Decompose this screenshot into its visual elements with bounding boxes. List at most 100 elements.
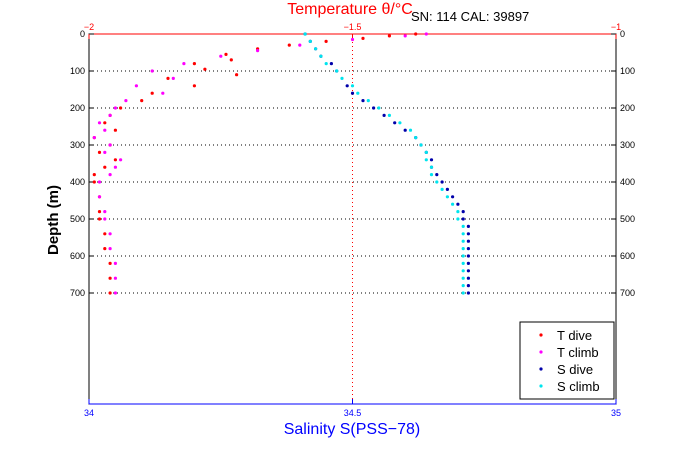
- data-point: [466, 224, 470, 228]
- legend-label: S climb: [557, 379, 600, 394]
- legend-label: T dive: [557, 328, 592, 343]
- data-point: [393, 121, 397, 125]
- data-point: [192, 62, 196, 66]
- data-point: [298, 43, 302, 47]
- data-point: [461, 261, 465, 265]
- data-point: [461, 217, 465, 221]
- data-point: [219, 54, 223, 58]
- data-point: [113, 165, 117, 169]
- data-point: [113, 261, 117, 265]
- salinity-tick-label: 34.5: [344, 408, 362, 418]
- y-tick-label-left: 0: [80, 29, 85, 39]
- grid-lines: [89, 34, 616, 404]
- legend-label: S dive: [557, 362, 593, 377]
- data-point: [451, 195, 455, 199]
- y-tick-label-left: 100: [70, 66, 85, 76]
- data-point: [461, 247, 465, 251]
- data-point: [382, 113, 386, 117]
- data-point: [103, 232, 107, 236]
- data-point: [398, 121, 402, 125]
- data-point: [171, 76, 175, 80]
- data-point: [324, 39, 328, 44]
- data-point: [319, 54, 323, 58]
- data-point: [150, 69, 154, 73]
- data-point: [350, 37, 355, 42]
- data-point: [92, 180, 96, 184]
- temperature-tick-label: −1: [611, 22, 621, 32]
- data-point: [113, 106, 117, 110]
- data-point: [456, 202, 460, 206]
- data-point: [113, 128, 117, 132]
- legend-marker: [539, 367, 543, 371]
- data-point: [361, 99, 365, 103]
- y-tick-label-left: 600: [70, 251, 85, 261]
- legend-label: T climb: [557, 345, 599, 360]
- data-point: [440, 187, 444, 191]
- data-point: [424, 150, 428, 154]
- data-point: [92, 173, 96, 177]
- data-point: [256, 49, 260, 53]
- data-point: [424, 158, 428, 162]
- data-point: [124, 99, 128, 103]
- data-point: [103, 217, 107, 221]
- data-point: [335, 69, 339, 73]
- data-point: [451, 202, 455, 206]
- data-point: [466, 261, 470, 265]
- data-points: [92, 32, 470, 295]
- y-tick-label-right: 500: [620, 214, 635, 224]
- data-point: [435, 180, 439, 184]
- salinity-tick-label: 34: [84, 408, 94, 418]
- legend-marker: [539, 384, 543, 388]
- data-point: [108, 232, 112, 236]
- data-point: [435, 173, 439, 177]
- data-point: [461, 276, 465, 280]
- data-point: [461, 284, 465, 288]
- data-point: [408, 128, 413, 132]
- data-point: [108, 143, 112, 147]
- data-point: [192, 84, 196, 88]
- data-point: [350, 91, 355, 95]
- data-point: [466, 276, 470, 280]
- data-point: [461, 210, 465, 214]
- data-point: [429, 165, 434, 169]
- data-point: [119, 158, 123, 162]
- data-point: [403, 128, 407, 132]
- data-point: [466, 291, 470, 295]
- y-tick-label-left: 300: [70, 140, 85, 150]
- data-point: [103, 121, 107, 125]
- data-point: [329, 62, 333, 66]
- y-tick-label-right: 400: [620, 177, 635, 187]
- depth-axis-title: Depth (m): [45, 185, 62, 255]
- data-point: [92, 136, 96, 140]
- data-point: [140, 99, 144, 103]
- data-point: [97, 217, 102, 221]
- temperature-tick-label: −1.5: [344, 22, 362, 32]
- data-point: [97, 121, 102, 125]
- data-point: [429, 173, 434, 177]
- salinity-tick-label: 35: [611, 408, 621, 418]
- data-point: [372, 106, 376, 110]
- y-tick-label-left: 500: [70, 214, 85, 224]
- data-point: [287, 43, 291, 47]
- data-point: [445, 195, 449, 199]
- data-point: [429, 158, 434, 162]
- data-point: [119, 106, 123, 110]
- legend-box: [519, 321, 615, 400]
- data-point: [97, 180, 102, 184]
- salinity-axis-title: Salinity S(PSS−78): [284, 421, 421, 438]
- data-point: [324, 62, 328, 66]
- data-point: [461, 224, 465, 228]
- data-point: [314, 47, 318, 51]
- series-s-climb: [303, 32, 465, 295]
- data-point: [150, 91, 154, 95]
- data-point: [161, 91, 165, 95]
- legend-marker: [539, 333, 543, 337]
- data-point: [103, 128, 107, 132]
- data-point: [466, 284, 470, 288]
- y-tick-label-right: 600: [620, 251, 635, 261]
- y-tick-label-right: 100: [620, 66, 635, 76]
- data-point: [235, 73, 239, 77]
- data-point: [466, 239, 470, 243]
- data-point: [461, 269, 465, 273]
- data-point: [182, 62, 186, 66]
